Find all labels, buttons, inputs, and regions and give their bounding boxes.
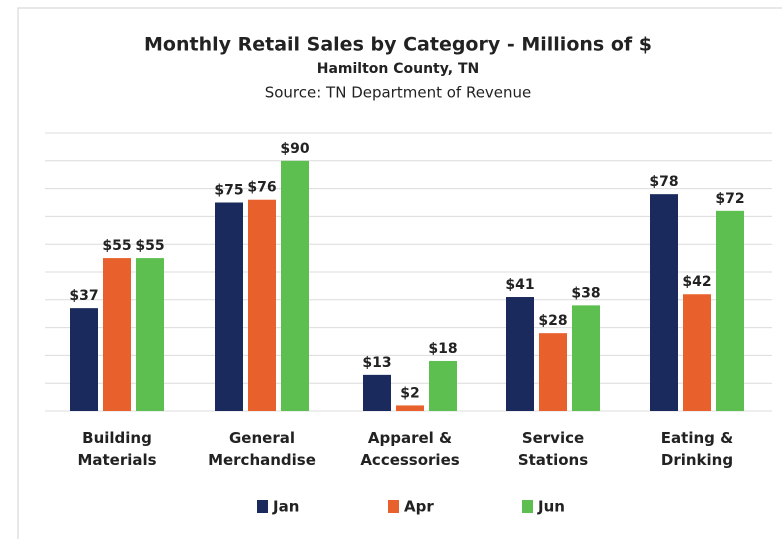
x-tick-label: Building Materials: [77, 429, 157, 469]
legend-label: Jan: [272, 498, 299, 516]
legend-label: Jun: [537, 498, 565, 516]
x-tick-label: Eating & Drinking: [660, 429, 734, 469]
x-tick-label: Service Stations: [517, 429, 589, 469]
x-tick-label: Apparel & Accessories: [360, 429, 460, 469]
legend-swatch: [388, 500, 399, 513]
bar: [539, 333, 567, 411]
chart-source: Source: TN Department of Revenue: [265, 84, 532, 102]
bar: [683, 294, 711, 411]
bar: [506, 297, 534, 411]
data-label: $38: [571, 285, 600, 301]
legend-swatch: [257, 500, 268, 513]
data-label: $78: [649, 174, 678, 190]
bar: [650, 194, 678, 411]
bar: [363, 374, 391, 411]
bar: [215, 202, 243, 411]
bar: [716, 210, 744, 411]
bar: [396, 405, 424, 411]
bar: [429, 360, 457, 411]
data-label: $76: [247, 180, 276, 196]
x-tick-label: General Merchandise: [208, 429, 316, 469]
data-label: $42: [682, 274, 711, 290]
bar: [136, 258, 164, 411]
chart-subtitle: Hamilton County, TN: [317, 61, 480, 77]
bar: [103, 258, 131, 411]
data-label: $41: [505, 277, 534, 293]
data-label: $28: [538, 313, 567, 329]
data-label: $18: [428, 341, 457, 357]
bar: [572, 305, 600, 411]
bar: [70, 308, 98, 411]
data-label: $90: [280, 141, 309, 157]
data-label: $75: [214, 183, 243, 199]
legend-swatch: [522, 500, 533, 513]
bar: [281, 160, 309, 411]
data-label: $13: [362, 355, 391, 371]
legend-label: Apr: [404, 498, 434, 516]
data-label: $2: [400, 385, 419, 401]
chart-title: Monthly Retail Sales by Category - Milli…: [144, 34, 652, 56]
data-label: $55: [135, 238, 164, 254]
data-label: $55: [102, 238, 131, 254]
bar: [248, 199, 276, 411]
data-label: $72: [715, 191, 744, 207]
data-label: $37: [69, 288, 98, 304]
